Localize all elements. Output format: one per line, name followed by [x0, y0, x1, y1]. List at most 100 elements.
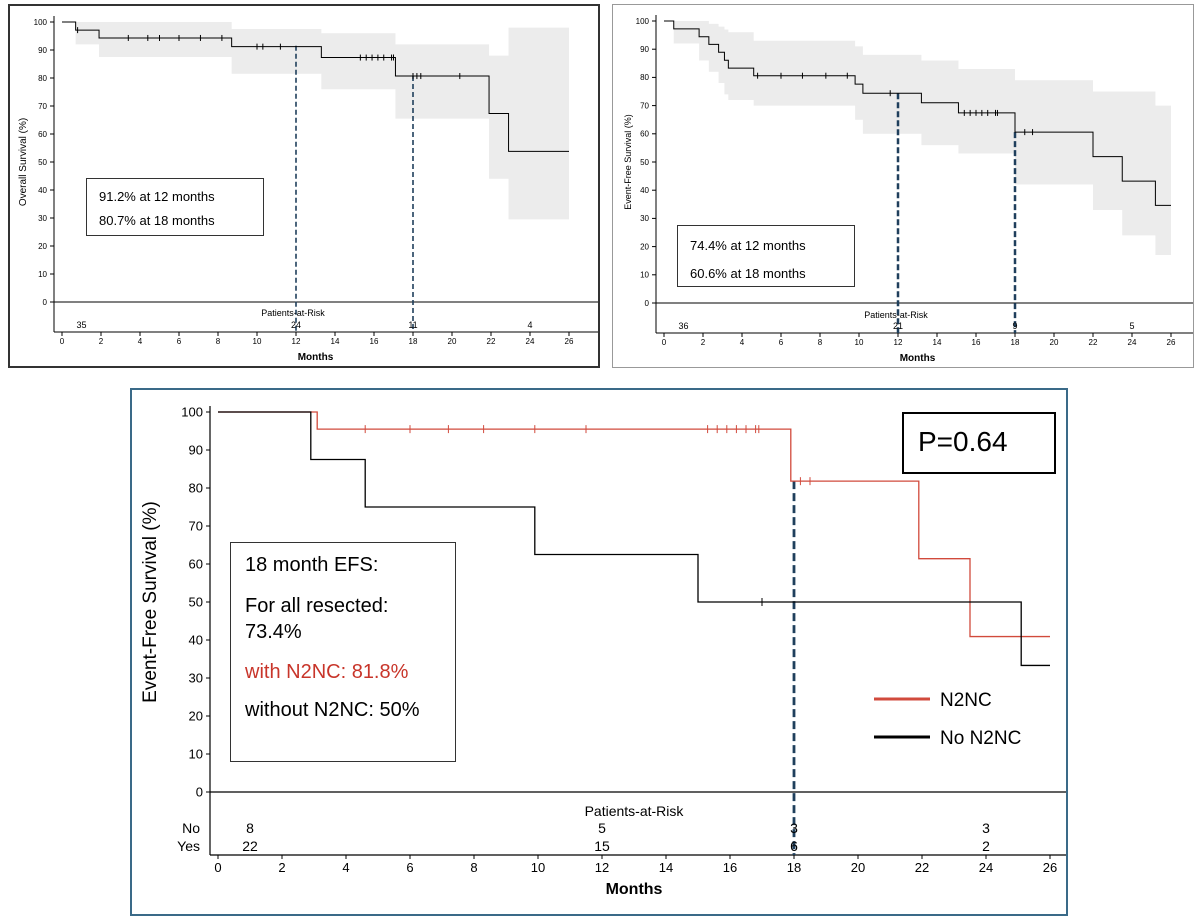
x-axis-label: Months: [606, 881, 663, 898]
risk-row-label-yes: Yes: [177, 838, 200, 854]
x-tick-label-6: 6: [406, 860, 413, 875]
y-tick-label-20: 20: [640, 242, 649, 251]
x-tick-label-16: 16: [370, 337, 379, 346]
x-tick-label-8: 8: [470, 860, 477, 875]
risk-count: 36: [678, 321, 688, 331]
x-tick-label-26: 26: [1043, 860, 1057, 875]
risk-count: 8: [246, 820, 254, 836]
x-tick-label-12: 12: [894, 338, 903, 347]
km-curve-0: [62, 21, 569, 152]
risk-count: 6: [790, 838, 798, 854]
x-tick-label-4: 4: [342, 860, 349, 875]
y-tick-label-60: 60: [189, 557, 203, 572]
x-tick-label-20: 20: [448, 337, 457, 346]
risk-table-title: Patients-at-Risk: [864, 310, 928, 320]
ci-band-0: [62, 22, 569, 220]
x-tick-label-18: 18: [787, 860, 801, 875]
risk-count: 22: [242, 838, 258, 854]
x-tick-label-24: 24: [979, 860, 993, 875]
y-tick-label-30: 30: [38, 214, 47, 223]
km-curve-0: [664, 20, 1171, 206]
y-tick-label-100: 100: [636, 17, 650, 26]
overall-survival-panel: 0 10 20 30 40 50 60 70 80 90 100 0 2 4 6 8 10 12 14 16 18 20 2…: [8, 4, 600, 368]
y-tick-label-20: 20: [38, 242, 47, 251]
y-tick-label-70: 70: [38, 102, 47, 111]
y-tick-label-90: 90: [640, 45, 649, 54]
risk-count: 35: [76, 320, 86, 330]
x-tick-label-14: 14: [331, 337, 340, 346]
y-tick-label-30: 30: [640, 214, 649, 223]
y-axis-label: Overall Survival (%): [18, 118, 29, 206]
risk-count: 21: [893, 321, 903, 331]
efs-annotation-box: 74.4% at 12 months 60.6% at 18 months: [677, 225, 855, 287]
os-annotation-box: 91.2% at 12 months 80.7% at 18 months: [86, 178, 264, 236]
x-tick-label-22: 22: [487, 337, 496, 346]
y-tick-label-10: 10: [640, 271, 649, 280]
x-tick-label-2: 2: [278, 860, 285, 875]
y-tick-label-0: 0: [43, 298, 48, 307]
y-tick-label-30: 30: [189, 671, 203, 686]
y-tick-label-0: 0: [196, 785, 203, 800]
n2-annotation-with: with N2NC: 81.8%: [245, 661, 409, 683]
x-axis-label: Months: [298, 352, 334, 363]
y-tick-label-50: 50: [640, 158, 649, 167]
y-tick-label-60: 60: [38, 130, 47, 139]
km-curve-no-n2nc: [218, 411, 1050, 667]
n2-annotation-box: 18 month EFS: For all resected: 73.4% wi…: [230, 542, 456, 762]
x-tick-label-16: 16: [723, 860, 737, 875]
n2-annotation-without: without N2NC: 50%: [245, 699, 420, 721]
y-tick-label-80: 80: [189, 481, 203, 496]
x-tick-label-6: 6: [779, 338, 784, 347]
y-tick-label-80: 80: [640, 73, 649, 82]
y-tick-label-40: 40: [38, 186, 47, 195]
x-tick-label-2: 2: [701, 338, 706, 347]
x-tick-label-2: 2: [99, 337, 104, 346]
risk-count: 15: [594, 838, 610, 854]
y-tick-label-70: 70: [189, 519, 203, 534]
x-tick-label-8: 8: [216, 337, 221, 346]
n2nc-efs-panel: 0 10 20 30 40 50 60 70 80 90 100 0 2 4 6 8 10 12 14 16 18 20 2…: [130, 388, 1068, 916]
n2-annotation-all-value: 73.4%: [245, 621, 302, 643]
x-tick-label-14: 14: [933, 338, 942, 347]
x-tick-label-12: 12: [595, 860, 609, 875]
x-tick-label-22: 22: [1089, 338, 1098, 347]
x-tick-label-4: 4: [138, 337, 143, 346]
efs-annotation-line-1: 74.4% at 12 months: [690, 238, 806, 253]
x-tick-label-24: 24: [1128, 338, 1137, 347]
x-tick-label-16: 16: [972, 338, 981, 347]
p-value-box: P=0.64: [902, 412, 1056, 474]
x-tick-label-26: 26: [1167, 338, 1176, 347]
y-tick-label-60: 60: [640, 130, 649, 139]
p-value-text: P=0.64: [918, 426, 1008, 457]
y-tick-label-10: 10: [38, 270, 47, 279]
x-tick-label-10: 10: [253, 337, 262, 346]
risk-table-title: Patients-at-Risk: [585, 803, 685, 819]
risk-table-title: Patients-at-Risk: [261, 308, 325, 318]
risk-row-label-no: No: [182, 820, 200, 836]
y-tick-label-90: 90: [38, 46, 47, 55]
os-annotation-line-1: 91.2% at 12 months: [99, 189, 215, 204]
y-tick-label-100: 100: [34, 18, 48, 27]
x-tick-label-8: 8: [818, 338, 823, 347]
legend-label-n2nc: N2NC: [940, 690, 992, 711]
y-tick-label-50: 50: [38, 158, 47, 167]
risk-count: 9: [1012, 321, 1017, 331]
y-tick-label-40: 40: [640, 186, 649, 195]
x-tick-label-10: 10: [531, 860, 545, 875]
y-axis-label: Event-Free Survival (%): [140, 501, 161, 703]
y-axis-label: Event-Free Survival (%): [623, 114, 633, 210]
x-tick-label-24: 24: [526, 337, 535, 346]
x-axis-label: Months: [900, 353, 936, 364]
efs-annotation-line-2: 60.6% at 18 months: [690, 266, 806, 281]
risk-count: 24: [291, 320, 301, 330]
y-tick-label-80: 80: [38, 74, 47, 83]
x-tick-label-0: 0: [662, 338, 667, 347]
x-tick-label-20: 20: [1050, 338, 1059, 347]
risk-count: 5: [1129, 321, 1134, 331]
n2-annotation-title: 18 month EFS:: [245, 554, 379, 576]
event-free-survival-panel: 0 10 20 30 40 50 60 70 80 90 100 0 2 4 6 8 10 12 14 16 18 20 2…: [612, 4, 1194, 368]
x-tick-label-26: 26: [565, 337, 574, 346]
ci-band-0: [664, 21, 1171, 256]
